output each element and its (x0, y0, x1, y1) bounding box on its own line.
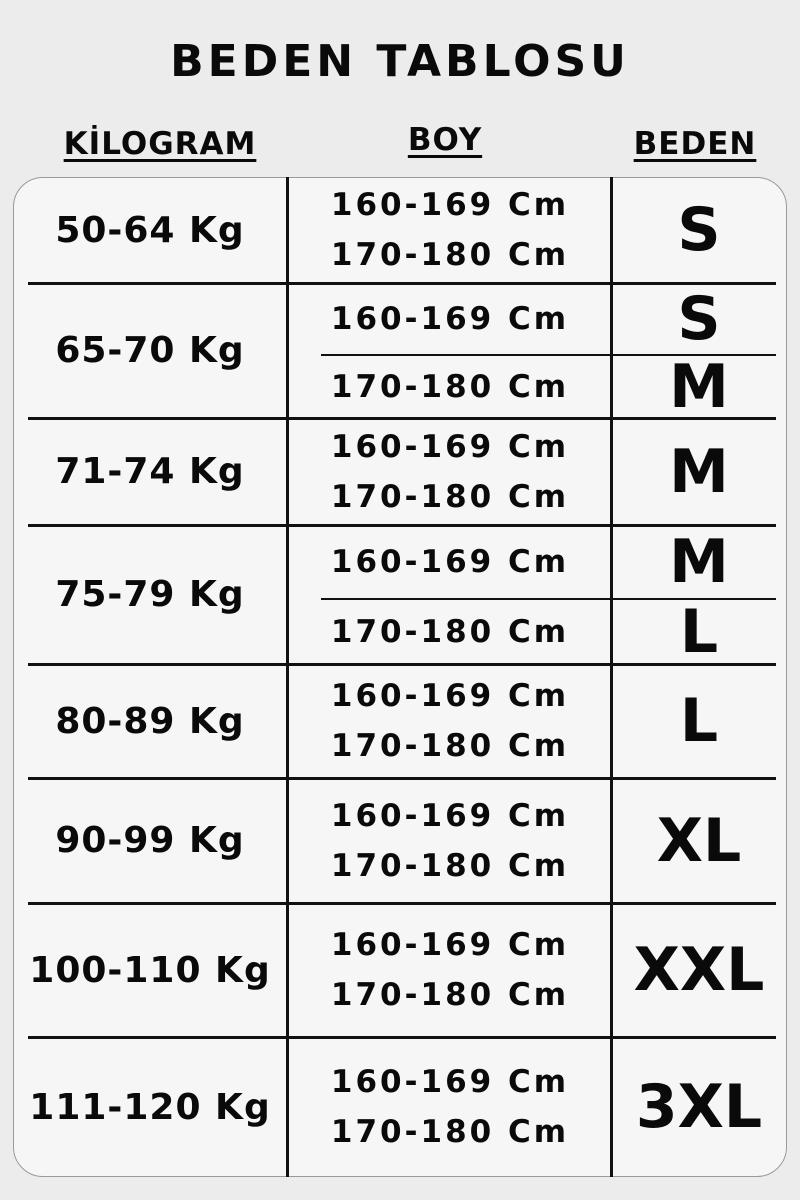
weight-cell: 90-99 Kg (55, 820, 245, 861)
height-cell: 170-180 Cm (330, 368, 570, 405)
height-cell: 160-169 Cm 170-180 Cm (290, 1037, 610, 1177)
height-cell: 160-169 Cm (330, 301, 570, 337)
size-cell: L (679, 596, 719, 667)
size-cell: L (679, 686, 719, 756)
height-range: 160-169 Cm (330, 797, 570, 834)
size-cell: XXL (633, 935, 765, 1005)
height-cell: 170-180 Cm (330, 613, 570, 650)
size-cell: M (669, 351, 729, 422)
row-divider (28, 777, 776, 780)
height-range: 170-180 Cm (330, 977, 570, 1013)
height-cell: 160-169 Cm 170-180 Cm (290, 664, 610, 778)
size-cell: M (669, 436, 729, 507)
row-divider (28, 524, 776, 527)
sub-row-divider (321, 354, 776, 356)
column-header-height: BOY (407, 122, 483, 158)
size-cell: S (677, 195, 721, 265)
weight-cell: 111-120 Kg (29, 1086, 271, 1128)
height-range: 160-169 Cm (330, 428, 570, 465)
height-range: 170-180 Cm (330, 728, 570, 764)
height-range: 170-180 Cm (330, 1114, 570, 1150)
weight-cell: 50-64 Kg (55, 209, 245, 251)
weight-cell: 100-110 Kg (29, 949, 271, 991)
weight-cell: 80-89 Kg (55, 700, 245, 742)
row-divider (28, 663, 776, 666)
height-cell: 160-169 Cm 170-180 Cm (290, 177, 610, 283)
height-range: 160-169 Cm (330, 1064, 570, 1100)
height-range: 170-180 Cm (330, 237, 570, 273)
row-divider (28, 902, 776, 905)
height-cell: 160-169 Cm 170-180 Cm (290, 418, 610, 525)
column-divider (610, 177, 613, 1177)
size-cell: M (669, 527, 729, 597)
height-range: 160-169 Cm (330, 678, 570, 714)
size-cell: S (677, 284, 721, 354)
weight-cell: 75-79 Kg (55, 574, 245, 615)
height-cell: 160-169 Cm 170-180 Cm (290, 778, 610, 903)
row-divider (28, 417, 776, 420)
column-header-size: BEDEN (633, 126, 757, 162)
height-cell: 160-169 Cm 170-180 Cm (290, 903, 610, 1037)
weight-cell: 65-70 Kg (55, 330, 245, 371)
size-table (13, 177, 787, 1177)
weight-cell: 71-74 Kg (55, 451, 245, 492)
page-title: BEDEN TABLOSU (170, 36, 630, 87)
height-range: 170-180 Cm (330, 478, 570, 515)
height-cell: 160-169 Cm (330, 544, 570, 580)
size-cell: 3XL (635, 1072, 763, 1142)
height-range: 160-169 Cm (330, 187, 570, 223)
height-range: 170-180 Cm (330, 847, 570, 884)
size-cell: XL (656, 805, 742, 876)
column-header-weight: KİLOGRAM (63, 126, 257, 162)
height-range: 160-169 Cm (330, 927, 570, 963)
row-divider (28, 282, 776, 285)
row-divider (28, 1036, 776, 1039)
column-divider (286, 177, 289, 1177)
sub-row-divider (321, 598, 776, 600)
